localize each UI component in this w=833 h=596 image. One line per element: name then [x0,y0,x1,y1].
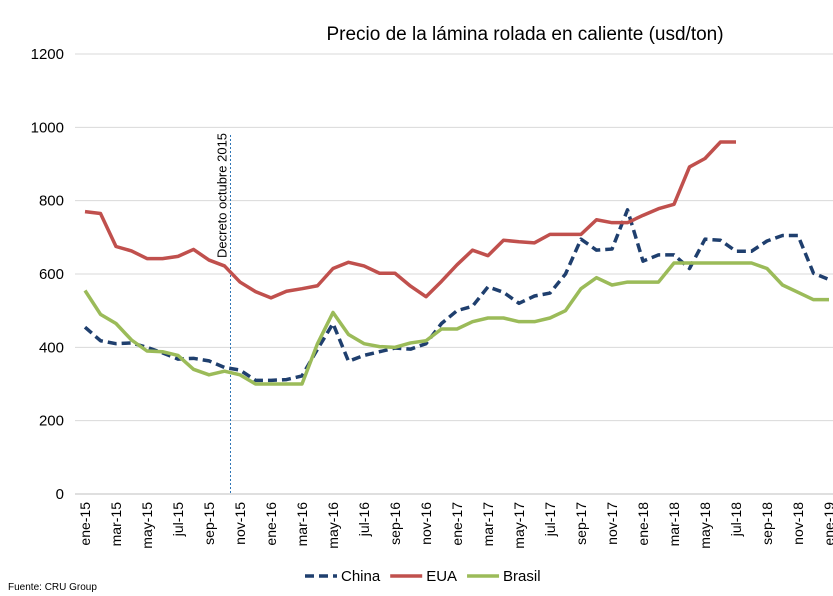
x-tick-label: nov-15 [232,502,248,545]
annotation: Decreto octubre 2015 [215,133,230,258]
y-tick-label: 200 [39,413,64,430]
x-tick-label: sep-17 [573,502,589,545]
x-tick-label: may-16 [325,502,341,549]
x-tick-label: may-17 [511,502,527,549]
legend-label: Brasil [503,568,541,585]
x-tick-label: mar-17 [480,502,496,547]
x-tick-label: jul-18 [728,502,744,537]
x-tick-label: may-18 [697,502,713,549]
x-tick-label: mar-16 [294,502,310,547]
x-tick-label: may-15 [139,502,155,549]
legend-label: EUA [426,568,457,585]
x-tick-label: mar-18 [666,502,682,547]
line-series [83,261,829,386]
x-tick-label: ene-18 [635,502,651,546]
x-tick-label: ene-15 [77,502,93,546]
x-tick-label: sep-18 [759,502,775,545]
y-tick-label: 800 [39,193,64,210]
x-tick-label: jul-17 [542,502,558,537]
x-tick-label: ene-16 [263,502,279,546]
x-tick-label: nov-16 [418,502,434,545]
line-series [83,208,830,383]
x-tick-label: mar-15 [108,502,124,547]
source: Fuente: CRU Group [8,582,97,593]
y-tick-label: 1200 [31,46,64,63]
x-tick-label: ene-17 [449,502,465,546]
line-series [84,140,736,300]
y-tick-label: 1000 [31,119,64,136]
y-tick-label: 600 [39,266,64,283]
x-tick-label: jul-16 [356,502,372,537]
x-tick-label: jul-15 [170,502,186,537]
x-tick-label: nov-17 [604,502,620,545]
y-tick-label: 0 [56,486,64,503]
legend-label: China [341,568,381,585]
x-tick-label: sep-15 [201,502,217,545]
x-tick-label: sep-16 [387,502,403,545]
x-tick-label: ene-19 [821,502,833,546]
x-tick-label: nov-18 [790,502,806,545]
chart-title: Precio de la lámina rolada en caliente (… [326,24,723,45]
y-tick-label: 400 [39,339,64,356]
